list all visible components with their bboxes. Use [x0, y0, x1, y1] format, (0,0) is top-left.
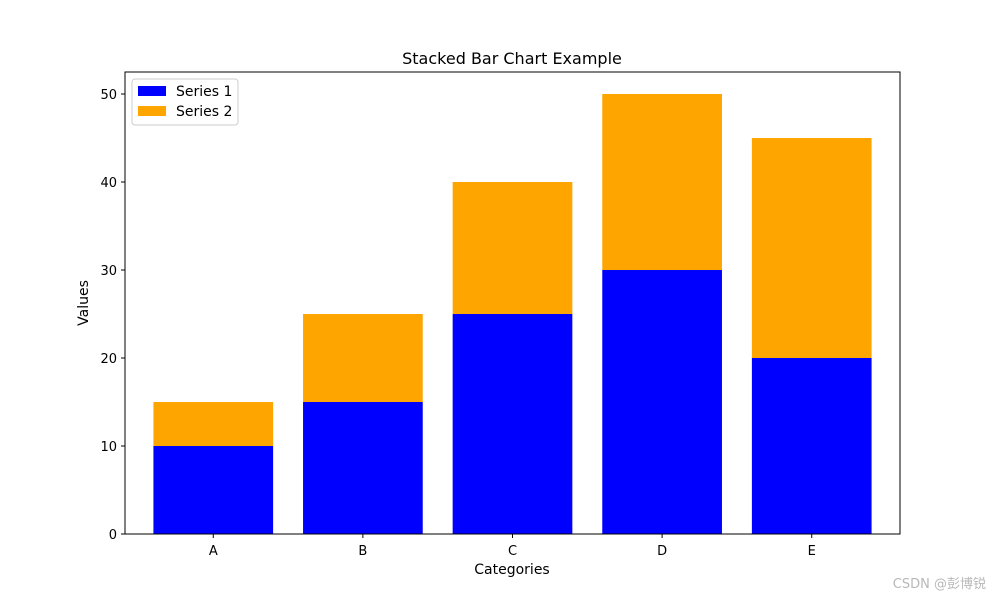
bar-series-2-e [751, 138, 872, 358]
bar-series-1-b [303, 402, 423, 534]
legend-swatch-series-2 [138, 106, 166, 116]
x-axis: A B C D E [209, 534, 816, 559]
x-tick-label: A [209, 544, 218, 559]
plot-frame [124, 71, 901, 535]
watermark: CSDN @彭博锐 [892, 577, 986, 592]
bar-series-2-b [303, 314, 423, 402]
legend-label-series-2: Series 2 [176, 104, 232, 120]
bar-series-2-a [153, 402, 274, 446]
y-axis: 0 10 20 30 40 50 [100, 88, 125, 543]
y-axis-label: Values [76, 280, 92, 326]
y-tick-label: 0 [109, 528, 117, 543]
y-tick-label: 50 [100, 88, 117, 103]
legend-label-series-1: Series 1 [176, 84, 232, 100]
x-tick-label: E [808, 544, 816, 559]
legend-swatch-series-1 [138, 86, 166, 96]
y-tick-label: 10 [100, 440, 117, 455]
y-tick-label: 40 [100, 176, 117, 191]
y-tick-label: 20 [100, 352, 117, 367]
bar-series-1-a [153, 446, 274, 534]
bar-series-2-d [602, 94, 722, 270]
x-tick-label: D [657, 544, 667, 559]
bar-series-2-c [452, 182, 573, 314]
x-axis-label: Categories [474, 562, 549, 578]
bars-group [153, 94, 872, 534]
x-tick-label: C [508, 544, 517, 559]
x-tick-label: B [358, 544, 367, 559]
chart-title: Stacked Bar Chart Example [402, 49, 622, 68]
bar-series-1-e [751, 358, 872, 534]
bar-series-1-c [452, 314, 573, 534]
bar-series-1-d [602, 270, 722, 534]
legend: Series 1 Series 2 [131, 78, 239, 126]
y-tick-label: 30 [100, 264, 117, 279]
